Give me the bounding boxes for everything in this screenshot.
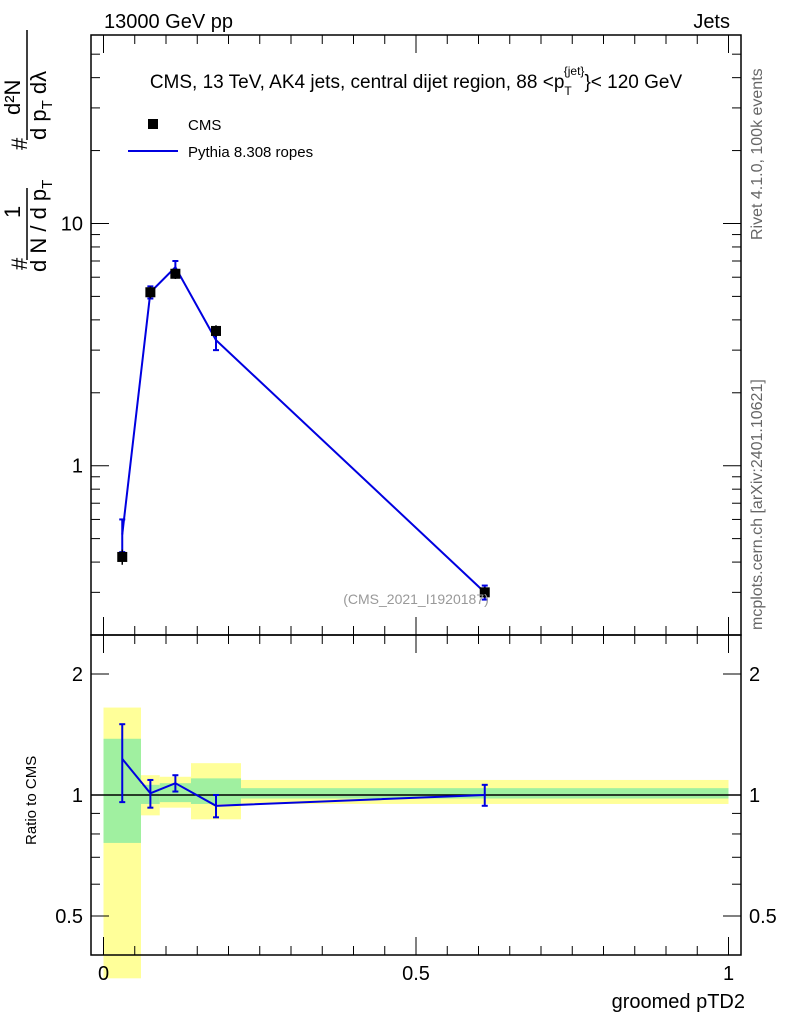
legend-label-mc: Pythia 8.308 ropes	[188, 144, 313, 161]
title-pre: CMS, 13 TeV, AK4 jets, central dijet reg…	[150, 72, 565, 93]
side-label-bottom: mcplots.cern.ch [arXiv:2401.10621]	[749, 379, 766, 630]
header-right: Jets	[693, 11, 730, 33]
ylabel-denominator: d N / d pT	[26, 180, 56, 272]
header-left: 13000 GeV pp	[104, 11, 233, 33]
ratio-ytick-label-right: 2	[749, 664, 760, 686]
ylabel-hash-2: #	[7, 137, 32, 150]
ratio-ytick-label-right: 0.5	[749, 906, 777, 928]
ylabel-one: 1	[0, 206, 25, 218]
cms-point	[170, 268, 181, 279]
ylabel-numbot-sub: T	[39, 100, 56, 109]
mc-line	[121, 265, 486, 594]
main-ytick-label: 1	[72, 456, 83, 478]
main-ylabel: # 1 d N / d pT # d²N d pT dλ	[0, 30, 56, 272]
cms-point	[479, 587, 490, 598]
title-sub: T	[564, 84, 572, 98]
ylabel-numbot-text: d p	[26, 109, 51, 140]
ylabel-hash-1: #	[7, 257, 32, 270]
ratio-ytick-label-right: 1	[749, 785, 760, 807]
x-axis-label: groomed pTD2	[612, 991, 745, 1013]
side-label-top: Rivet 4.1.0, 100k events	[749, 68, 766, 240]
ratio-xtick-label: 1	[723, 963, 734, 985]
cms-point	[211, 325, 221, 336]
ylabel-numbot-suffix: dλ	[26, 71, 51, 100]
cms-point	[145, 287, 156, 298]
ratio-xtick-label: 0.5	[402, 963, 430, 985]
ratio-ylabel: Ratio to CMS	[23, 756, 40, 845]
analysis-watermark: (CMS_2021_I1920187)	[343, 591, 489, 607]
ylabel-num-bottom: d pT dλ	[26, 71, 56, 140]
cms-point	[117, 551, 128, 562]
ratio-ytick-label-left: 1	[72, 785, 83, 807]
ratio-ytick-label-left: 0.5	[55, 906, 83, 928]
ylabel-den-text: d N / d p	[26, 189, 51, 272]
main-series	[117, 260, 490, 601]
chart-title: CMS, 13 TeV, AK4 jets, central dijet reg…	[150, 64, 683, 98]
ratio-frame	[90, 634, 742, 956]
main-ytick-label: 10	[61, 213, 83, 235]
legend: CMS Pythia 8.308 ropes	[128, 117, 313, 161]
legend-marker-cms	[148, 119, 158, 129]
ylabel-numerator: d²N	[0, 80, 25, 115]
title-post: }< 120 GeV	[584, 72, 682, 93]
ratio-ytick-label-left: 2	[72, 664, 83, 686]
legend-label-cms: CMS	[188, 117, 221, 134]
ratio-xtick-label: 0	[98, 963, 109, 985]
ratio-series	[119, 723, 488, 819]
ratio-axis-ticks: 0.5 0.5 1 1 2 2 0 0.5 1	[55, 635, 777, 985]
ylabel-den-sub: T	[39, 180, 56, 189]
main-axis-ticks: 1 10	[61, 34, 741, 636]
title-sup: {jet}	[564, 64, 585, 78]
